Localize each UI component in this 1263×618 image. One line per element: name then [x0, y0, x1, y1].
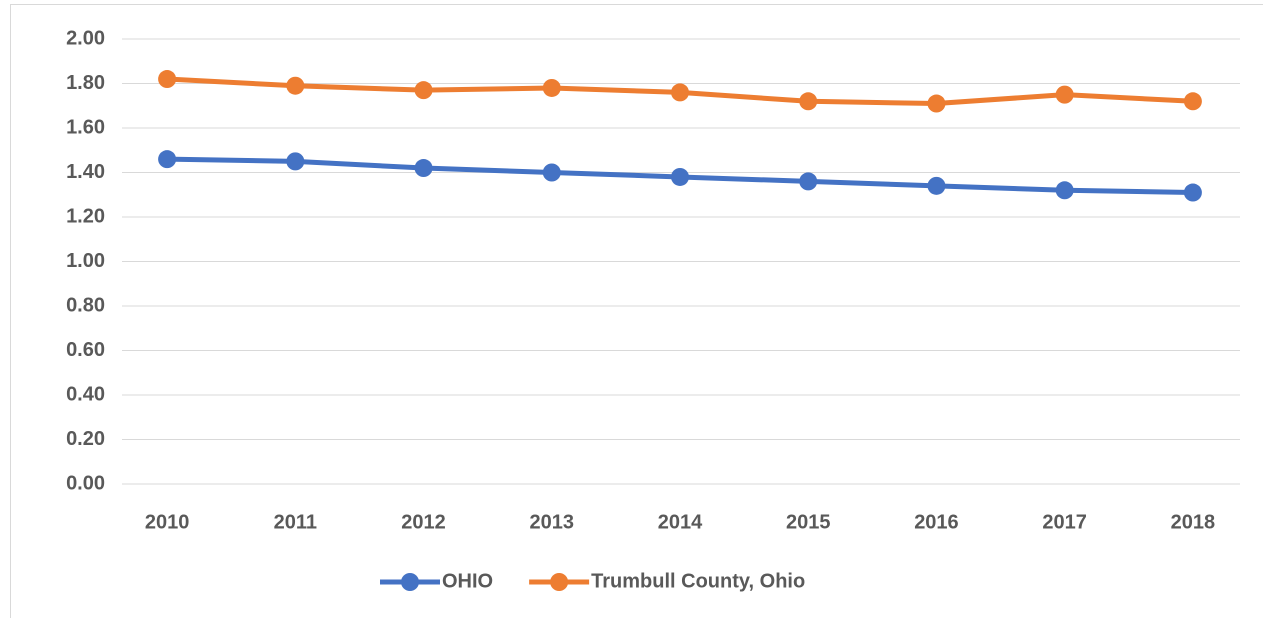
y-tick-label: 1.40: [66, 161, 105, 183]
data-point: [1183, 183, 1202, 202]
y-tick-label: 0.80: [66, 294, 105, 316]
data-point: [927, 94, 946, 113]
x-tick-label: 2018: [1171, 511, 1216, 533]
data-point: [799, 172, 818, 191]
data-point: [799, 92, 818, 111]
x-tick-label: 2017: [1042, 511, 1087, 533]
y-tick-label: 1.00: [66, 250, 105, 272]
data-point: [542, 163, 561, 182]
chart-border: [10, 4, 1263, 618]
legend-label: Trumbull County, Ohio: [591, 570, 805, 592]
data-point: [286, 76, 305, 95]
y-tick-label: 0.40: [66, 383, 105, 405]
y-tick-label: 0.60: [66, 339, 105, 361]
y-tick-label: 1.80: [66, 72, 105, 94]
data-point: [414, 159, 433, 178]
x-tick-label: 2013: [530, 511, 575, 533]
data-point: [671, 167, 689, 186]
data-point: [414, 81, 433, 100]
x-tick-label: 2015: [786, 511, 831, 533]
x-tick-label: 2010: [145, 511, 190, 533]
legend-label: OHIO: [442, 570, 493, 592]
legend-marker: [550, 573, 569, 591]
data-point: [671, 83, 689, 102]
y-tick-label: 2.00: [66, 27, 105, 49]
data-point: [1055, 181, 1074, 200]
x-tick-label: 2011: [274, 511, 317, 533]
x-tick-label: 2016: [914, 511, 959, 533]
y-tick-label: 1.20: [66, 205, 105, 227]
x-tick-label: 2012: [401, 511, 446, 533]
data-point: [927, 176, 946, 195]
data-point: [542, 78, 561, 97]
data-point: [286, 152, 305, 171]
data-point: [1055, 85, 1074, 104]
legend-marker: [401, 573, 419, 591]
data-point: [158, 70, 177, 89]
y-tick-label: 0.00: [66, 472, 105, 494]
data-point: [158, 150, 177, 169]
x-tick-label: 2014: [658, 511, 703, 533]
y-tick-label: 1.60: [66, 116, 105, 138]
data-point: [1183, 92, 1202, 111]
y-tick-label: 0.20: [66, 428, 105, 450]
